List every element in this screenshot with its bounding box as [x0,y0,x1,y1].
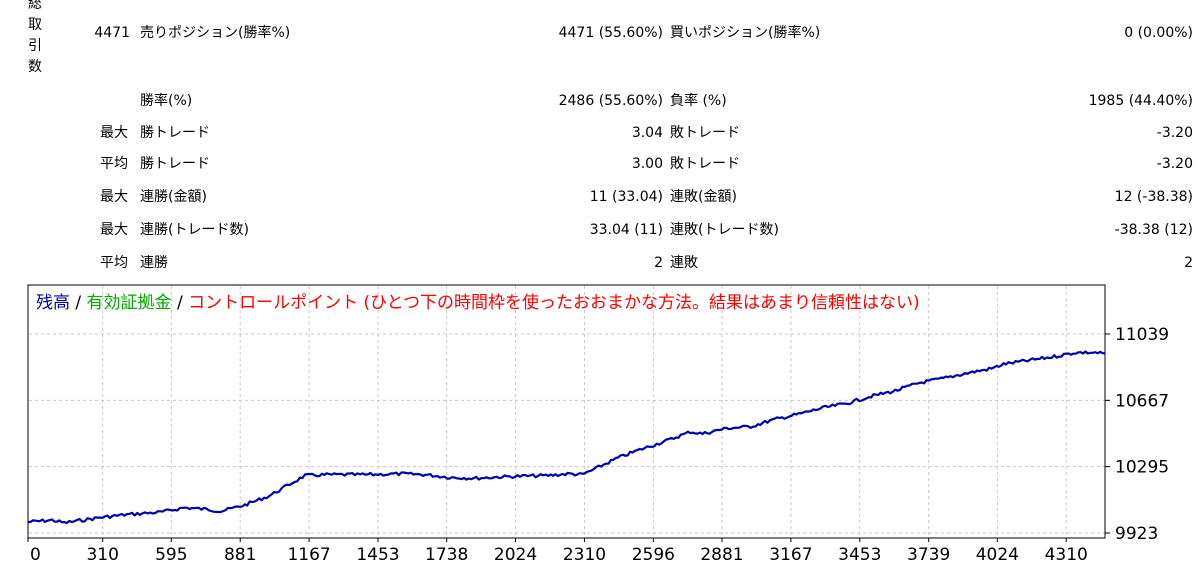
side-label-char: 総 [28,0,42,12]
stat-label: 連勝 [140,255,168,271]
stat-value: 2 [654,255,663,271]
total-trades-value: 4471 [94,25,130,41]
stat-label: 連勝(トレード数) [140,222,249,238]
y-axis: 11039 10667 10295 9923 [1105,325,1169,544]
y-tick-label: 10667 [1115,391,1169,411]
legend-segment: 残高 [36,293,70,313]
x-tick-label: 4024 [976,545,1019,565]
y-tick-label: 11039 [1115,325,1169,345]
stat-value: 11 (33.04) [589,189,663,205]
stat-value: 4471 (55.60%) [558,25,663,41]
stat-value: 3.04 [631,125,663,141]
stat-value-2: -3.20 [1156,156,1193,172]
stat-label-2: 連敗(金額) [670,189,737,205]
stat-label-2: 敗トレード [670,156,740,172]
stat-value-2: 0 (0.00%) [1124,25,1193,41]
side-label-char: 取 [28,17,42,33]
stat-value: 2486 (55.60%) [558,93,663,109]
stat-prefix: 最大 [100,189,128,205]
x-tick-label: 3167 [769,545,812,565]
x-tick-label: 2596 [632,545,675,565]
chart-legend: 残高 / 有効証拠金 / コントロールポイント (ひとつ下の時間枠を使ったおおま… [36,292,920,313]
y-tick-label: 9923 [1115,524,1158,544]
stat-value-2: 12 (-38.38) [1114,189,1193,205]
side-label-char: 数 [28,59,42,75]
stat-label: 連勝(金額) [140,189,207,205]
side-label-char: 引 [28,38,42,54]
stat-value: 3.00 [631,156,663,172]
x-tick-label: 4310 [1045,545,1088,565]
stat-prefix: 平均 [100,156,128,172]
stat-prefix: 最大 [100,222,128,238]
stat-value: 33.04 (11) [589,222,663,238]
stat-prefix: 最大 [100,125,128,141]
balance-series-line [27,350,1106,525]
x-tick-label: 595 [155,545,187,565]
x-tick-label: 2024 [494,545,537,565]
stat-value-2: -38.38 (12) [1114,222,1193,238]
x-tick-label: 3453 [838,545,881,565]
legend-segment: 有効証拠金 [87,293,172,313]
stat-label-2: 敗トレード [670,125,740,141]
stat-prefix: 平均 [100,255,128,271]
stat-value-2: 2 [1184,255,1193,271]
stat-value-2: 1985 (44.40%) [1088,93,1193,109]
x-tick-label: 3739 [907,545,950,565]
stat-label: 勝トレード [140,125,210,141]
x-tick-label: 2881 [700,545,743,565]
series-layer [27,350,1106,525]
legend-segment: / [70,293,87,313]
stat-value-2: -3.20 [1156,125,1193,141]
stat-label: 勝率(%) [140,93,193,109]
grid [29,286,1104,537]
stat-label: 勝トレード [140,156,210,172]
x-tick-label: 1738 [425,545,468,565]
total-trades-side-label: 総 取 引 数 [28,0,46,78]
x-tick-label: 1167 [287,545,330,565]
stat-label-2: 負率 (%) [670,93,727,109]
stat-label-2: 買いポジション(勝率%) [670,25,821,41]
stat-label: 売りポジション(勝率%) [140,25,291,41]
x-tick-label: 310 [86,545,118,565]
stat-label-2: 連敗 [670,255,698,271]
legend-segment: / [172,293,189,313]
plot-frame [27,284,1106,539]
stat-label-2: 連敗(トレード数) [670,222,779,238]
x-tick-label: 2310 [563,545,606,565]
x-tick-label: 881 [224,545,256,565]
y-tick-label: 10295 [1115,458,1169,478]
legend-segment: コントロールポイント (ひとつ下の時間枠を使ったおおまかな方法。結果はあまり信頼… [188,292,919,313]
x-tick-label: 1453 [356,545,399,565]
x-tick-label: 0 [30,545,41,565]
x-axis: 0 310 595 881 1167 1453 1738 2024 2310 2596 2881 31… [27,538,1088,565]
